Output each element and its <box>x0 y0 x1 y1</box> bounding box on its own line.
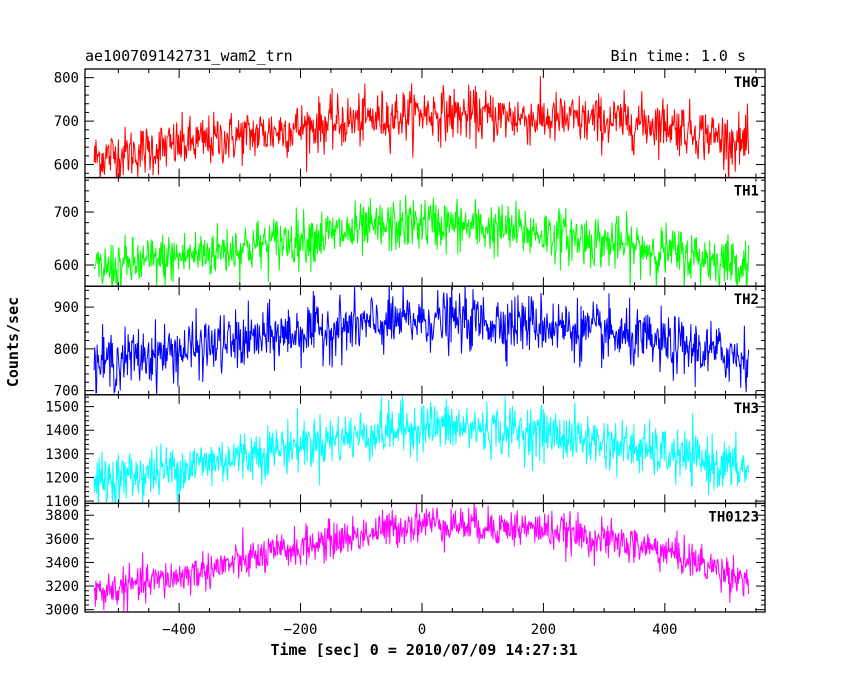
x-tick-label: 200 <box>531 622 556 638</box>
x-tick-label: 400 <box>652 622 677 638</box>
panel-frame <box>84 394 766 505</box>
y-tick-label: 700 <box>54 114 79 130</box>
x-tick-label: 0 <box>418 622 426 638</box>
bin-time-label: Bin time: 1.0 s <box>611 47 746 65</box>
x-tick-label: −200 <box>284 622 318 638</box>
y-tick-label: 3800 <box>45 508 79 524</box>
panel-label-th3: TH3 <box>734 401 759 417</box>
panels-group: 600 700 800 TH0 600 700 TH1 700 800 900 TH2 1100 120… <box>45 68 766 619</box>
panel-label-th0123: TH0123 <box>708 509 759 525</box>
y-axis-title: Counts/sec <box>4 297 22 387</box>
y-tick-label: 800 <box>54 342 79 358</box>
y-tick-label: 3000 <box>45 603 79 619</box>
y-tick-label: 600 <box>54 258 79 274</box>
series-line-th2 <box>93 286 750 395</box>
y-tick-label: 1400 <box>45 423 79 439</box>
panel-frame <box>84 176 766 287</box>
y-tick-label: 3400 <box>45 555 79 571</box>
series-line-th1 <box>93 195 750 287</box>
series-line-th0123 <box>93 503 750 612</box>
y-tick-label: 700 <box>54 384 79 400</box>
chart-title: ae100709142731_wam2_trn <box>85 47 293 65</box>
panel-th0: 600 700 800 TH0 <box>54 68 766 179</box>
y-tick-label: 1200 <box>45 470 79 486</box>
y-tick-label: 600 <box>54 158 79 174</box>
panel-th1: 600 700 TH1 <box>54 176 766 287</box>
y-tick-label: 1300 <box>45 447 79 463</box>
y-tick-label: 700 <box>54 205 79 221</box>
y-tick-label: 1100 <box>45 494 79 510</box>
panel-label-th1: TH1 <box>734 184 759 200</box>
x-tick-label: −400 <box>162 622 196 638</box>
x-axis-title: Time [sec] 0 = 2010/07/09 14:27:31 <box>270 641 577 659</box>
series-line-th3 <box>93 396 750 504</box>
panel-label-th2: TH2 <box>734 292 759 308</box>
panel-label-th0: TH0 <box>734 75 759 91</box>
y-tick-label: 3200 <box>45 579 79 595</box>
y-tick-label: 3600 <box>45 532 79 548</box>
panel-th3: 1100 1200 1300 1400 1500 TH3 <box>45 394 766 510</box>
y-tick-label: 800 <box>54 71 79 87</box>
x-axis: −400 −200 0 200 400 <box>162 622 677 638</box>
panel-th2: 700 800 900 TH2 <box>54 285 766 400</box>
series-line-th0 <box>93 76 750 178</box>
y-tick-label: 1500 <box>45 400 79 416</box>
panel-th0123: 3000 3200 3400 3600 3800 TH0123 <box>45 502 766 619</box>
y-tick-label: 900 <box>54 300 79 316</box>
